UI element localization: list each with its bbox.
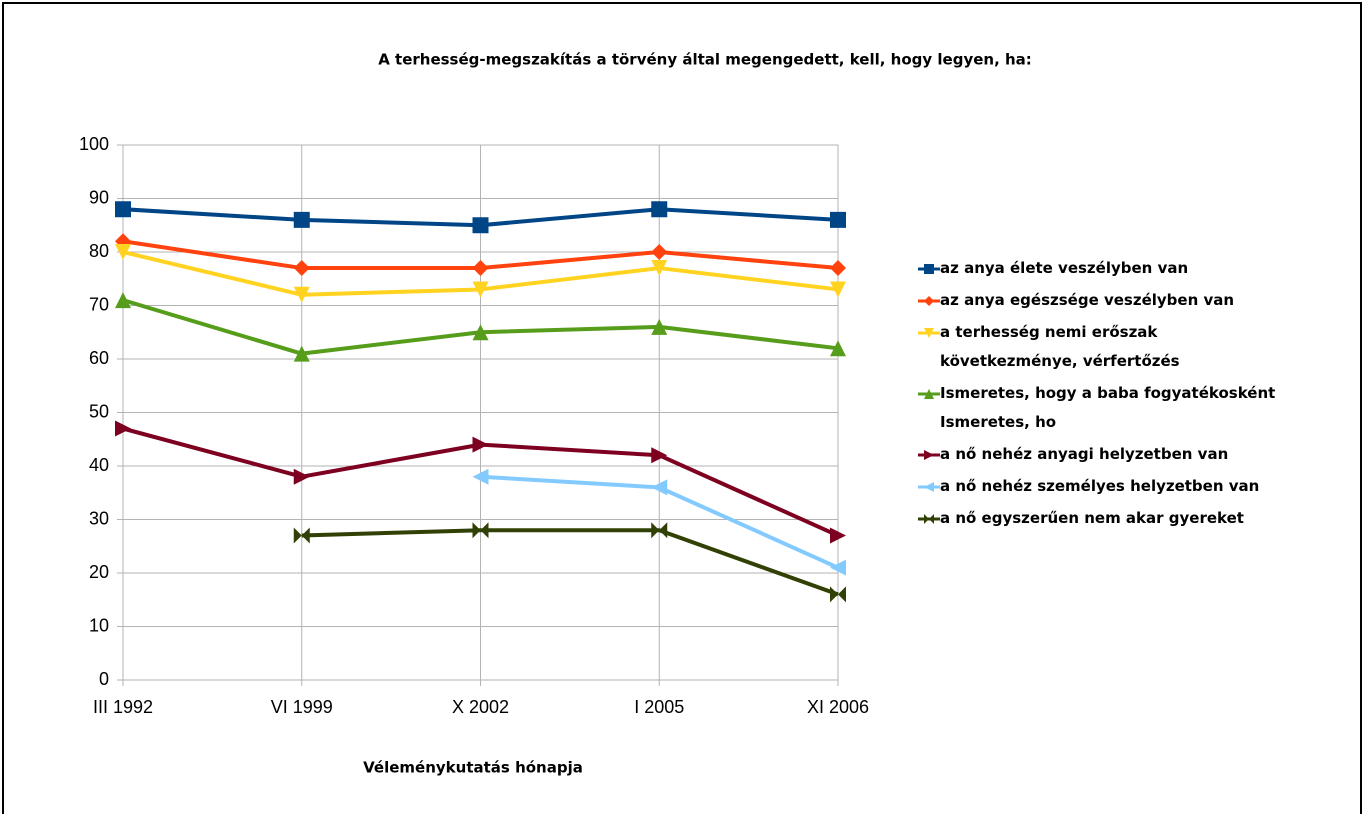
- y-tick-label: 90: [89, 187, 109, 207]
- legend-swatch: [918, 328, 940, 338]
- legend-entry: a nő nehéz anyagi helyzetben van: [918, 440, 1348, 469]
- data-point: [651, 318, 668, 335]
- data-point: [293, 468, 310, 485]
- y-tick-label: 10: [89, 615, 109, 635]
- data-point: [293, 260, 310, 277]
- legend-marker: [924, 328, 934, 338]
- data-point: [830, 586, 846, 603]
- data-point: [830, 281, 846, 298]
- data-point: [651, 244, 668, 260]
- legend-label: a nő egyszerűen nem akar gyereket: [940, 509, 1244, 527]
- legend-marker: [924, 389, 934, 399]
- legend-label: Ismeretes, hogy a baba fogyatékosként Is…: [940, 384, 1276, 431]
- y-tick-label: 70: [89, 294, 109, 314]
- data-point: [830, 559, 846, 576]
- data-point: [472, 522, 489, 539]
- x-tick-label: VI 1999: [271, 697, 333, 717]
- legend-marker: [924, 296, 934, 306]
- y-tick-label: 100: [79, 134, 109, 154]
- data-point: [830, 340, 846, 357]
- data-point: [472, 260, 489, 277]
- legend-label: a terhesség nemi erőszak következménye, …: [940, 323, 1180, 370]
- data-point: [651, 447, 668, 464]
- y-tick-label: 40: [89, 455, 109, 475]
- legend-marker: [924, 264, 934, 274]
- legend-label: a nő nehéz személyes helyzetben van: [940, 477, 1260, 495]
- legend-marker: [924, 482, 934, 492]
- data-point: [115, 201, 131, 218]
- legend-entry: a nő egyszerűen nem akar gyereket: [918, 504, 1348, 533]
- data-point: [115, 244, 131, 260]
- legend-swatch: [918, 296, 940, 306]
- x-tick-label: I 2005: [634, 697, 684, 717]
- data-point: [472, 468, 489, 485]
- y-tick-label: 50: [89, 401, 109, 421]
- x-tick-label: XI 2006: [807, 697, 869, 717]
- legend-entry: az anya egészsége veszélyben van: [918, 286, 1348, 315]
- data-point: [651, 522, 668, 539]
- legend-entry: az anya élete veszélyben van: [918, 254, 1348, 283]
- x-axis-label: Véleménykutatás hónapja: [363, 759, 583, 777]
- legend-entry: a nő nehéz személyes helyzetben van: [918, 472, 1348, 501]
- legend-marker: [924, 450, 934, 460]
- data-point: [830, 527, 846, 544]
- legend-marker: [924, 514, 934, 524]
- legend-swatch: [918, 389, 940, 399]
- y-tick-label: 80: [89, 241, 109, 261]
- data-point: [651, 479, 668, 496]
- data-point: [830, 260, 846, 277]
- data-point: [472, 436, 489, 453]
- data-point: [651, 201, 668, 218]
- series-line: [301, 528, 839, 597]
- y-tick-label: 20: [89, 562, 109, 582]
- data-point: [472, 281, 489, 298]
- data-point: [293, 527, 310, 544]
- data-point: [293, 345, 310, 362]
- legend-swatch: [918, 482, 940, 492]
- legend-entry: a terhesség nemi erőszak következménye, …: [918, 318, 1348, 376]
- legend-entry: Ismeretes, hogy a baba fogyatékosként Is…: [918, 379, 1348, 437]
- legend-swatch: [918, 514, 940, 524]
- y-tick-label: 30: [89, 508, 109, 528]
- data-point: [472, 324, 489, 341]
- chart-title: A terhesség-megszakítás a törvény által …: [378, 51, 1032, 69]
- y-tick-label: 0: [99, 669, 109, 689]
- x-tick-label: X 2002: [452, 697, 509, 717]
- data-point: [293, 286, 310, 303]
- legend-swatch: [918, 264, 940, 274]
- x-tick-label: III 1992: [93, 697, 153, 717]
- legend-label: az anya egészsége veszélyben van: [940, 291, 1235, 309]
- data-point: [651, 260, 668, 277]
- data-point: [293, 211, 310, 228]
- y-tick-label: 60: [89, 348, 109, 368]
- legend-swatch: [918, 450, 940, 460]
- legend-label: az anya élete veszélyben van: [940, 259, 1189, 277]
- data-point: [472, 217, 489, 234]
- data-point: [115, 420, 131, 437]
- data-point: [830, 211, 846, 228]
- legend: az anya élete veszélyben van az anya egés…: [918, 254, 1348, 536]
- legend-label: a nő nehéz anyagi helyzetben van: [940, 445, 1229, 463]
- data-point: [115, 292, 131, 309]
